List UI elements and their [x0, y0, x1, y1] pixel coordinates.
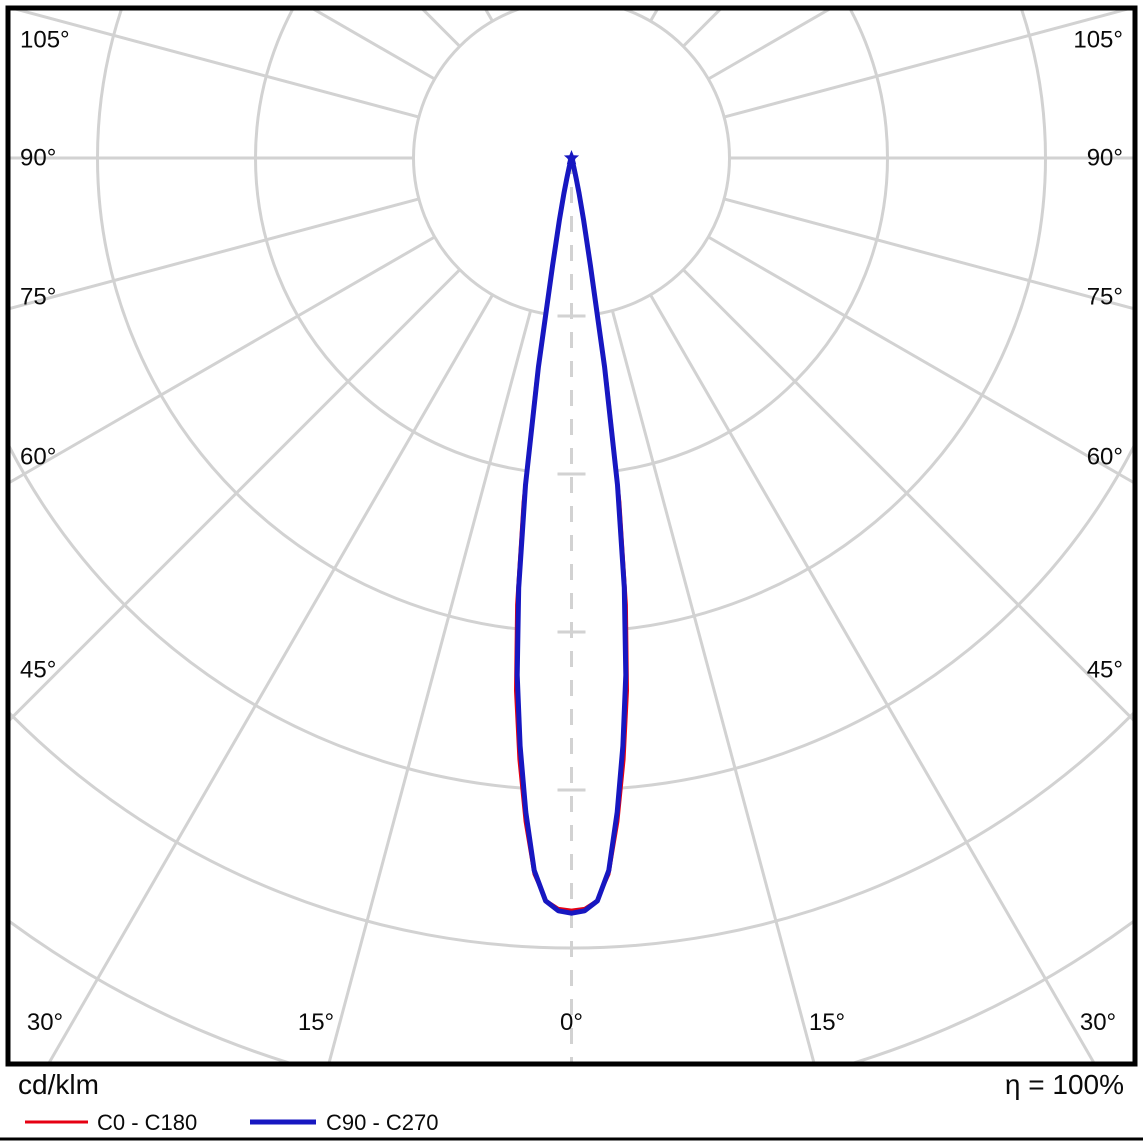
grid-ray: [723, 197, 1133, 311]
angle-tick-label: 75°: [1087, 284, 1123, 311]
angle-tick-label: 30°: [27, 1009, 63, 1036]
angle-tick-label: 45°: [20, 657, 56, 684]
legend-label-c90-c270: C90 - C270: [326, 1110, 439, 1135]
angle-tick-label: 30°: [1080, 1009, 1116, 1036]
grid-ray: [10, 268, 461, 722]
grid-ray: [610, 310, 816, 1062]
angle-tick-labels: 105° 105° 90° 90° 75° 75° 60° 60° 45° 45° 30° 15° 0°…: [20, 27, 1123, 1037]
grid-ray: [327, 310, 533, 1062]
angle-tick-label: 45°: [1087, 657, 1123, 684]
angle-tick-label: 75°: [20, 284, 56, 311]
grid-ray: [723, 10, 1130, 119]
grid-ray: [13, 10, 420, 119]
grid-ray: [10, 197, 420, 311]
angle-tick-label: 90°: [1087, 145, 1123, 172]
legend-label-c0-c180: C0 - C180: [97, 1110, 197, 1135]
grid-ray: [649, 10, 659, 22]
grid-ray: [132, 0, 531, 5]
grid-ray: [707, 235, 1133, 484]
plot-border: [5, 5, 1138, 1067]
angle-tick-label: 60°: [1087, 444, 1123, 471]
intensity-curves: [514, 150, 629, 1062]
angle-tick-label: 105°: [1073, 27, 1123, 54]
angle-tick-label: 60°: [20, 444, 56, 471]
grid-ray: [682, 268, 1133, 722]
efficiency-label: η = 100%: [1005, 1069, 1124, 1100]
beam-peak-marker: [563, 150, 580, 165]
angle-tick-label: 105°: [20, 27, 70, 54]
angle-tick-label: 0°: [560, 1009, 583, 1036]
angle-tick-label: 15°: [298, 1009, 334, 1036]
angle-tick-label: 15°: [809, 1009, 845, 1036]
grid-ray: [47, 294, 494, 1062]
grid-ray: [484, 10, 494, 22]
units-label: cd/klm: [18, 1069, 99, 1100]
grid-ray: [10, 235, 436, 484]
grid-ray: [649, 294, 1096, 1062]
angle-tick-label: 90°: [20, 145, 56, 172]
grid-ray: [612, 0, 1011, 5]
